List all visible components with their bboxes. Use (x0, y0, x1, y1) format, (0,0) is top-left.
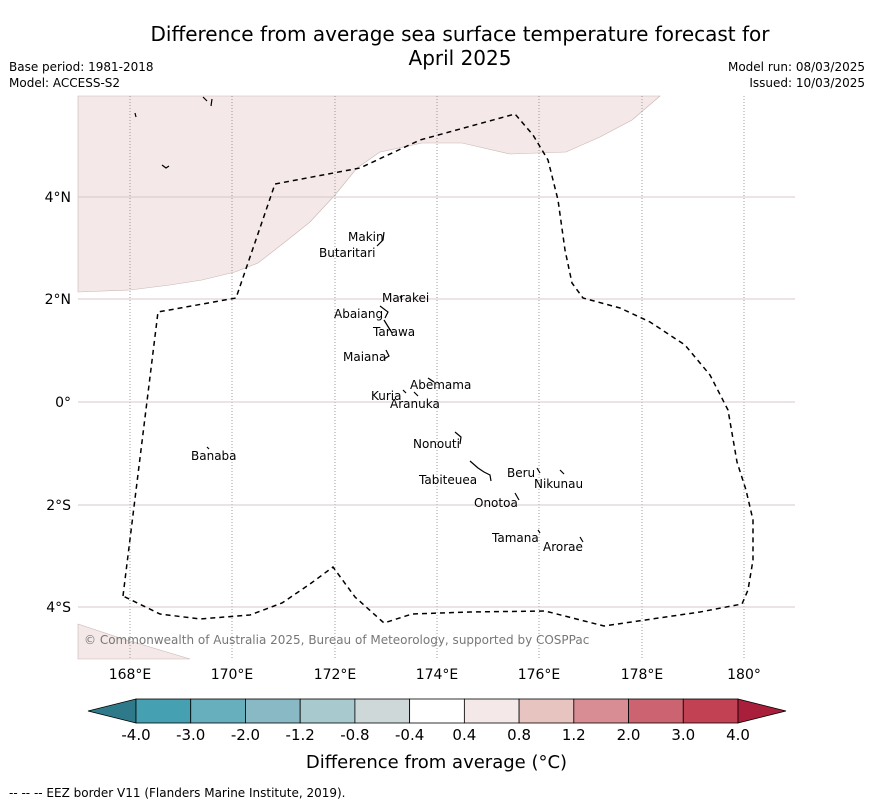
model-text: Model: ACCESS-S2 (9, 76, 121, 90)
colorbar-title-unit: °C) (538, 752, 568, 773)
label-butaritari: Butaritari (319, 246, 376, 260)
colorbar-segment (354, 698, 411, 724)
label-makin: Makin (348, 230, 384, 244)
colorbar-tick-label: -0.4 (395, 726, 424, 744)
lat-tick-labels: 4°N 2°N 0° 2°S 4°S (45, 190, 72, 616)
colorbar-tick-label: -4.0 (121, 726, 150, 744)
colorbar-segment (463, 698, 520, 724)
base-period-text: Base period: 1981-2018 (9, 60, 154, 74)
colorbar-segment (190, 698, 246, 724)
colorbar-tick-label: 2.0 (617, 726, 641, 744)
lon-gridlines (129, 96, 745, 659)
colorbar-segment (245, 698, 301, 724)
meta-left: Base period: 1981-2018 Model: ACCESS-S2 (9, 59, 154, 91)
model-run-text: Model run: 08/03/2025 (727, 60, 865, 74)
lat-tick-4n: 4°N (45, 190, 71, 206)
colorbar-segment (573, 698, 629, 724)
colorbar-tick-label: 4.0 (726, 726, 750, 744)
lon-tick-174: 174°E (416, 667, 459, 683)
colorbar-segment (518, 698, 575, 724)
label-maiana: Maiana (343, 350, 386, 364)
colorbar-segment (682, 698, 739, 724)
island-shapes (134, 96, 584, 543)
colorbar-segment (409, 698, 465, 724)
colorbar-tick-label: -2.0 (231, 726, 260, 744)
lon-tick-172: 172°E (314, 667, 357, 683)
label-abemama: Abemama (410, 378, 471, 392)
colorbar-segment (299, 698, 356, 724)
colorbar-tick-label: -3.0 (176, 726, 205, 744)
label-beru: Beru (507, 466, 535, 480)
label-abaiang: Abaiang (334, 307, 383, 321)
title-line-2: April 2025 (408, 46, 512, 70)
copyright-text: © Commonwealth of Australia 2025, Bureau… (84, 633, 589, 647)
lat-tick-4s: 4°S (46, 600, 71, 616)
label-marakei: Marakei (382, 291, 429, 305)
lon-tick-180: 180° (727, 667, 761, 683)
lon-tick-168: 168°E (109, 667, 152, 683)
label-onotoa: Onotoa (474, 496, 518, 510)
lon-tick-170: 170°E (211, 667, 254, 683)
label-arorae: Arorae (543, 540, 583, 554)
colorbar-arrow-low (87, 698, 137, 724)
lon-tick-176: 176°E (518, 667, 561, 683)
sst-anomaly-fill (77, 95, 661, 660)
colorbar-segment (135, 698, 192, 724)
colorbar (87, 698, 787, 724)
label-tabiteuea: Tabiteuea (418, 473, 477, 487)
title-line-1: Difference from average sea surface temp… (150, 22, 770, 46)
label-nonouti: Nonouti (413, 437, 460, 451)
label-kuria: Kuria (371, 389, 402, 403)
colorbar-labels: -4.0 -3.0 -2.0 -1.2 -0.8 -0.4 0.4 0.8 1.2 2.0 3.0 4… (121, 726, 750, 744)
label-tamana: Tamana (491, 531, 539, 545)
colorbar-segment (628, 698, 684, 724)
lat-tick-0: 0° (55, 395, 71, 411)
lat-tick-2s: 2°S (46, 498, 71, 514)
eez-border (122, 113, 754, 627)
colorbar-tick-label: 1.2 (562, 726, 586, 744)
colorbar-arrow-high (737, 698, 787, 724)
label-tarawa: Tarawa (372, 325, 415, 339)
colorbar-tick-label: -1.2 (286, 726, 315, 744)
lat-tick-2n: 2°N (45, 292, 71, 308)
colorbar-tick-label: -0.8 (340, 726, 369, 744)
colorbar-title: Difference from average (°C) (0, 752, 873, 773)
label-nikunau: Nikunau (534, 477, 583, 491)
page-title: Difference from average sea surface temp… (0, 22, 873, 70)
issued-text: Issued: 10/03/2025 (749, 76, 865, 90)
lat-gridlines (78, 196, 795, 608)
label-banaba: Banaba (191, 449, 237, 463)
label-aranuka: Aranuka (390, 397, 440, 411)
island-labels: Makin Butaritari Marakei Abaiang Tarawa … (191, 230, 583, 554)
footer-note: -- -- -- EEZ border V11 (Flanders Marine… (9, 786, 346, 800)
meta-right: Model run: 08/03/2025 Issued: 10/03/2025 (728, 59, 865, 91)
colorbar-tick-label: 3.0 (671, 726, 695, 744)
lon-tick-178: 178°E (621, 667, 664, 683)
colorbar-tick-label: 0.4 (452, 726, 476, 744)
colorbar-title-text: Difference from average ( (305, 752, 539, 773)
lon-tick-labels: 168°E 170°E 172°E 174°E 176°E 178°E 180° (109, 667, 761, 683)
colorbar-tick-label: 0.8 (507, 726, 531, 744)
